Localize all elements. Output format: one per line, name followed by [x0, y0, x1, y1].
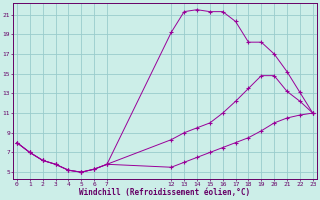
X-axis label: Windchill (Refroidissement éolien,°C): Windchill (Refroidissement éolien,°C) — [79, 188, 251, 197]
